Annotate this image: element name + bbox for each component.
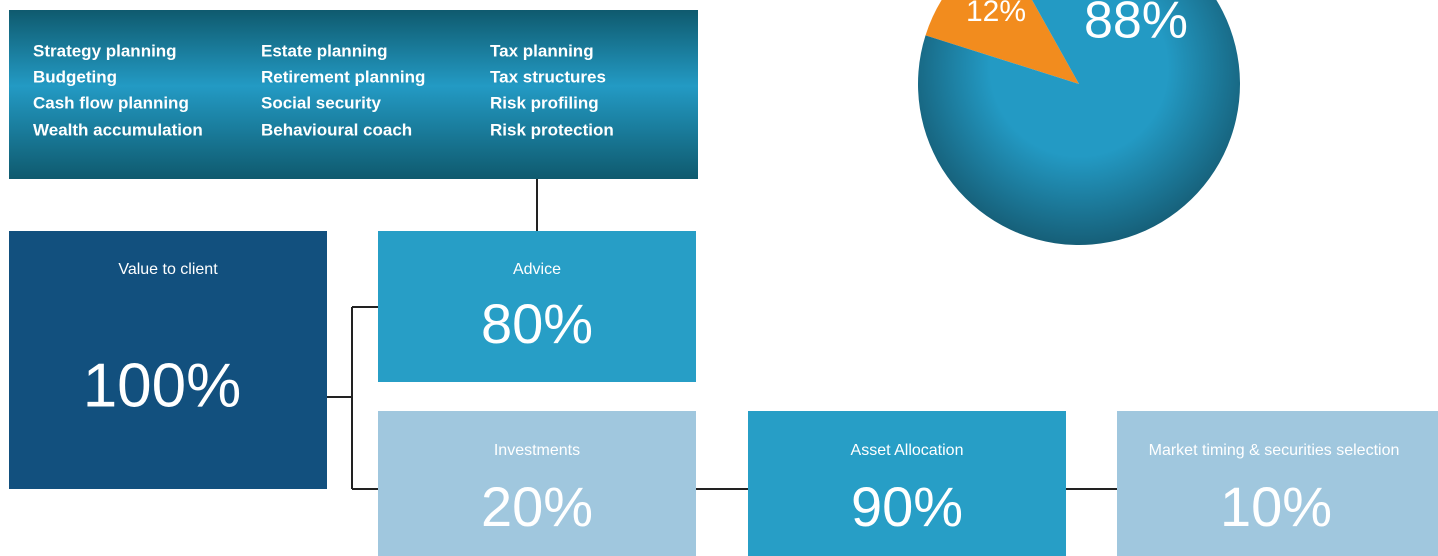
service-item: Risk protection bbox=[490, 120, 614, 139]
service-item: Budgeting bbox=[33, 67, 117, 86]
node-box bbox=[748, 411, 1066, 556]
pie-slice bbox=[925, 0, 1079, 84]
service-item: Social security bbox=[261, 93, 382, 112]
service-item: Estate planning bbox=[261, 41, 388, 60]
node-value: 100% bbox=[83, 351, 242, 420]
services-box bbox=[9, 10, 698, 179]
node-box bbox=[1117, 411, 1438, 556]
node-box bbox=[378, 411, 696, 556]
service-item: Retirement planning bbox=[261, 67, 425, 86]
pie-chart bbox=[918, 0, 1241, 245]
service-item: Wealth accumulation bbox=[33, 120, 203, 139]
node-label: Asset Allocation bbox=[851, 442, 964, 459]
node-label: Investments bbox=[494, 442, 580, 459]
node-value: 20% bbox=[481, 475, 593, 538]
service-item: Behavioural coach bbox=[261, 120, 412, 139]
service-item: Strategy planning bbox=[33, 41, 177, 60]
service-item: Tax structures bbox=[490, 67, 606, 86]
pie-slice bbox=[918, 0, 1241, 245]
node-label: Market timing & securities selection bbox=[1149, 442, 1400, 459]
node-value: 90% bbox=[851, 475, 963, 538]
service-item: Tax planning bbox=[490, 41, 594, 60]
pie-label: 88% bbox=[1084, 0, 1188, 50]
node-value: 80% bbox=[481, 292, 593, 355]
connectors bbox=[327, 179, 1117, 490]
node-box bbox=[9, 231, 327, 489]
node-label: Value to client bbox=[118, 261, 218, 278]
service-item: Cash flow planning bbox=[33, 93, 189, 112]
services: Strategy planning Budgeting Cash flow plan… bbox=[33, 41, 614, 139]
node-label: Advice bbox=[513, 261, 561, 278]
node-box bbox=[378, 231, 696, 382]
pie-label: 12% bbox=[966, 0, 1026, 28]
node-value: 10% bbox=[1220, 475, 1332, 538]
service-item: Risk profiling bbox=[490, 93, 599, 112]
